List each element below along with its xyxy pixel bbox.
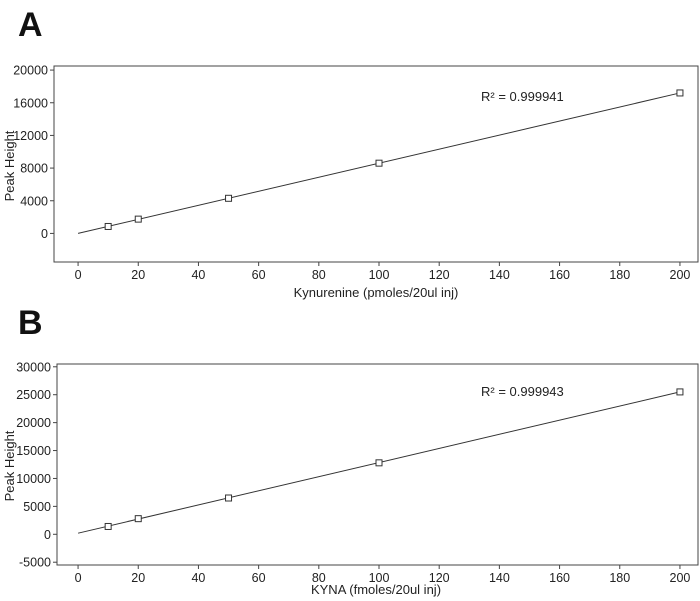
x-tick-label: 160 xyxy=(549,268,570,282)
data-point xyxy=(134,215,142,223)
y-tick-label: 20000 xyxy=(16,416,51,430)
x-tick-label: 80 xyxy=(312,571,326,585)
data-point xyxy=(225,494,233,502)
r-squared-annotation-a: R² = 0.999941 xyxy=(481,89,564,104)
x-axis-label-b: KYNA (fmoles/20ul inj) xyxy=(311,582,441,597)
r-squared-annotation-b: R² = 0.999943 xyxy=(481,384,564,399)
x-axis-ticks-a: 0 20 40 60 80 100 120 140 160 180 200 xyxy=(75,262,691,282)
data-point xyxy=(104,222,112,230)
x-tick-label: 140 xyxy=(489,571,510,585)
x-tick-label: 60 xyxy=(252,268,266,282)
x-axis-ticks-b: 0 20 40 60 80 100 120 140 160 180 200 xyxy=(75,565,691,585)
plot-area-b xyxy=(56,363,699,566)
data-point xyxy=(375,159,383,167)
y-tick-label: 25000 xyxy=(16,388,51,402)
x-tick-label: 160 xyxy=(549,571,570,585)
y-axis-label-b: Peak Height xyxy=(2,430,17,501)
y-tick-label: 10000 xyxy=(16,472,51,486)
y-tick-label: 20000 xyxy=(13,64,48,78)
y-tick-label: 4000 xyxy=(20,194,48,208)
data-points-b xyxy=(104,388,684,530)
y-axis-ticks-b: -5000 0 5000 10000 15000 20000 25000 30000 xyxy=(16,360,57,570)
x-tick-label: 20 xyxy=(131,268,145,282)
x-tick-label: 180 xyxy=(609,571,630,585)
y-tick-label: 8000 xyxy=(20,162,48,176)
x-tick-label: 0 xyxy=(75,268,82,282)
x-tick-label: 0 xyxy=(75,571,82,585)
x-tick-label: 80 xyxy=(312,268,326,282)
y-tick-label: 12000 xyxy=(13,129,48,143)
panel-label-b: B xyxy=(18,304,43,342)
x-tick-label: 180 xyxy=(609,268,630,282)
y-tick-label: 5000 xyxy=(23,500,51,514)
data-point xyxy=(225,194,233,202)
data-point xyxy=(375,459,383,467)
x-tick-label: 100 xyxy=(369,571,390,585)
y-tick-label: 30000 xyxy=(16,360,51,374)
x-tick-label: 140 xyxy=(489,268,510,282)
chart-b: -5000 0 5000 10000 15000 20000 25000 30000 0 20 4… xyxy=(2,360,699,597)
x-tick-label: 120 xyxy=(429,571,450,585)
data-point xyxy=(134,515,142,523)
y-tick-label: -5000 xyxy=(19,556,51,570)
x-tick-label: 200 xyxy=(670,268,691,282)
y-tick-label: 0 xyxy=(41,227,48,241)
chart-a: 0 4000 8000 12000 16000 20000 0 20 40 60 80 100 120… xyxy=(2,64,699,300)
data-points-a xyxy=(104,89,684,230)
x-tick-label: 20 xyxy=(131,571,145,585)
y-axis-ticks-a: 0 4000 8000 12000 16000 20000 xyxy=(13,64,54,241)
x-tick-label: 40 xyxy=(191,571,205,585)
x-tick-label: 60 xyxy=(252,571,266,585)
data-point xyxy=(104,522,112,530)
plot-area-a xyxy=(53,65,699,263)
data-point xyxy=(676,388,684,396)
panel-label-a: A xyxy=(18,6,43,44)
x-tick-label: 40 xyxy=(191,268,205,282)
x-tick-label: 120 xyxy=(429,268,450,282)
y-tick-label: 0 xyxy=(44,528,51,542)
data-point xyxy=(676,89,684,97)
x-axis-label-a: Kynurenine (pmoles/20ul inj) xyxy=(294,285,459,300)
y-tick-label: 15000 xyxy=(16,444,51,458)
x-tick-label: 200 xyxy=(670,571,691,585)
x-tick-label: 100 xyxy=(369,268,390,282)
y-axis-label-a: Peak Height xyxy=(2,130,17,201)
y-tick-label: 16000 xyxy=(13,96,48,110)
